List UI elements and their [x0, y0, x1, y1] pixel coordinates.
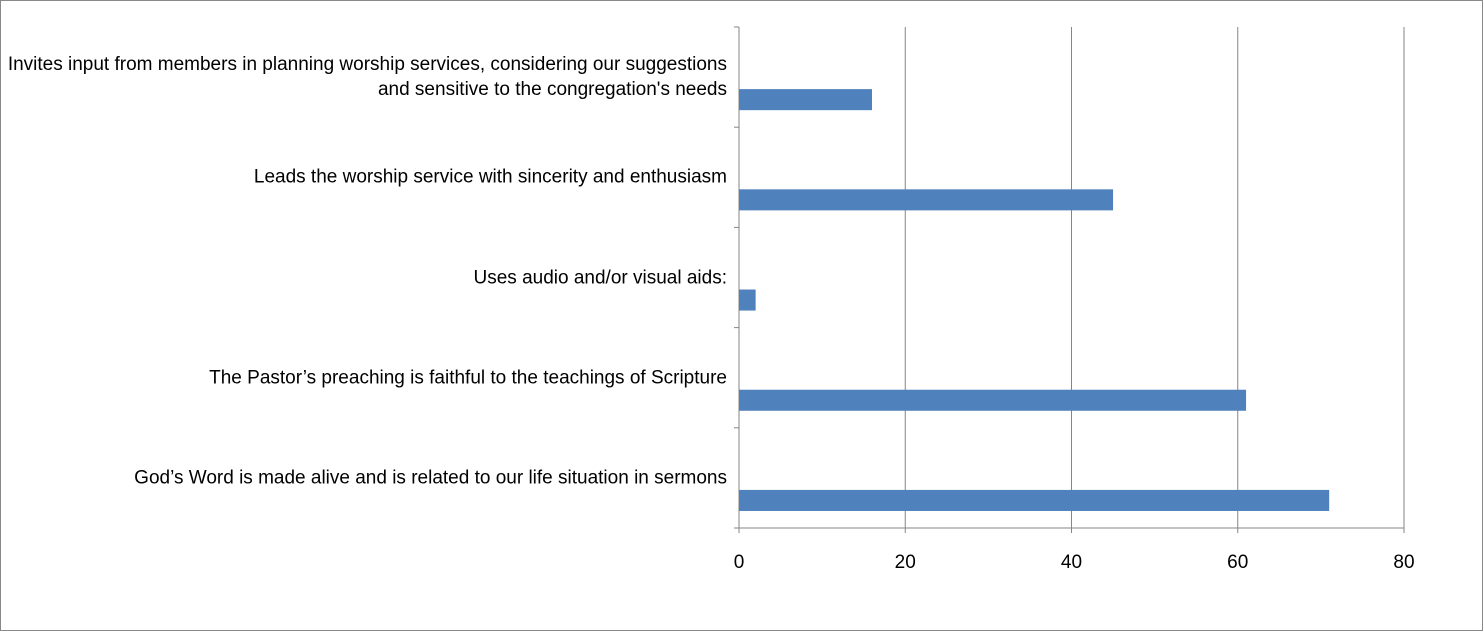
- x-tick-label: 80: [1393, 552, 1414, 573]
- bar: [739, 489, 1330, 511]
- x-tick-label: 60: [1227, 552, 1248, 573]
- y-tick-label: Leads the worship service with sincerity…: [253, 166, 727, 188]
- x-tick-label: 20: [895, 552, 916, 573]
- y-tick-label: Uses audio and/or visual aids:: [473, 267, 727, 288]
- bar: [739, 289, 756, 311]
- bar: [739, 389, 1247, 411]
- bar: [739, 89, 872, 111]
- bar: [739, 189, 1114, 211]
- x-tick-label: 0: [734, 552, 745, 573]
- x-tick-label: 40: [1061, 552, 1082, 573]
- y-tick-label: The Pastor’s preaching is faithful to th…: [209, 367, 727, 389]
- y-tick-label: God’s Word is made alive and is related …: [134, 467, 727, 489]
- y-tick-label: Invites input from members in planning w…: [7, 54, 727, 101]
